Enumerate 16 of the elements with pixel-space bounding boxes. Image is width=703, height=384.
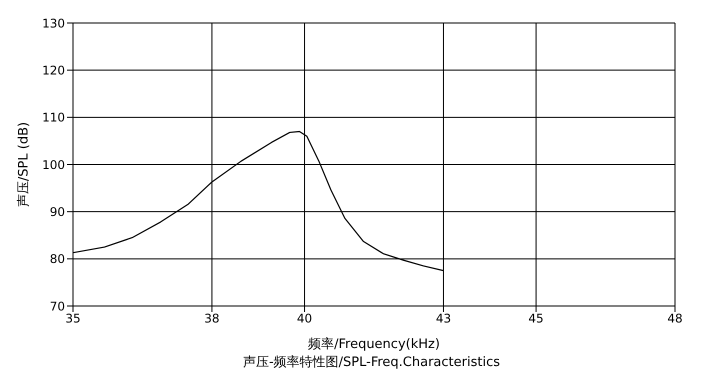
x-tick-label: 48 <box>667 312 683 326</box>
y-tick-label: 90 <box>50 204 65 219</box>
text: 声压-频率特性图/SPL-Freq.Characteristics <box>242 354 502 371</box>
x-tick-label: 38 <box>204 312 220 326</box>
x-tick-label: 35 <box>65 312 81 326</box>
y-tick-label: 70 <box>50 299 65 314</box>
x-tick-label: 45 <box>528 312 544 326</box>
y-tick-label: 130 <box>42 16 65 30</box>
x-tick-label: 40 <box>296 312 312 326</box>
y-tick-label: 80 <box>50 252 65 266</box>
x-axis-title: 频率/Frequency(kHz) <box>308 336 440 352</box>
y-tick-label: 100 <box>42 158 65 172</box>
y-axis-title: 声压/SPL (dB) <box>16 122 32 208</box>
x-tick-label: 43 <box>436 312 452 326</box>
y-tick-label: 110 <box>42 110 65 125</box>
y-tick-label: 120 <box>42 63 65 78</box>
